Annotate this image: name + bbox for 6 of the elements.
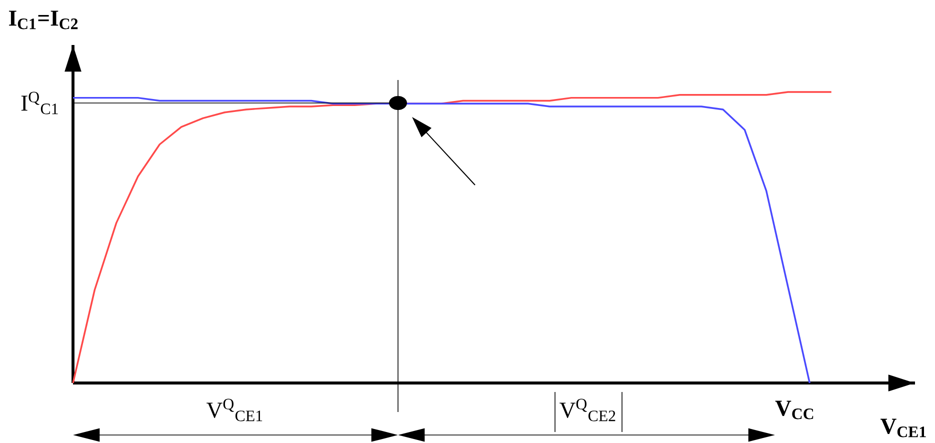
text: V$_{CC}$: [775, 400, 814, 420]
text: V$^{Q}$CE2: [560, 398, 616, 422]
y-axis-title: I$_{C1}$=I$_{C2}$: [9, 10, 78, 30]
text: I$^{Q}$C1: [21, 92, 58, 114]
text: V$^{Q}$CE1: [206, 398, 262, 422]
x-axis-title: V$_{CE1}$: [880, 418, 926, 438]
